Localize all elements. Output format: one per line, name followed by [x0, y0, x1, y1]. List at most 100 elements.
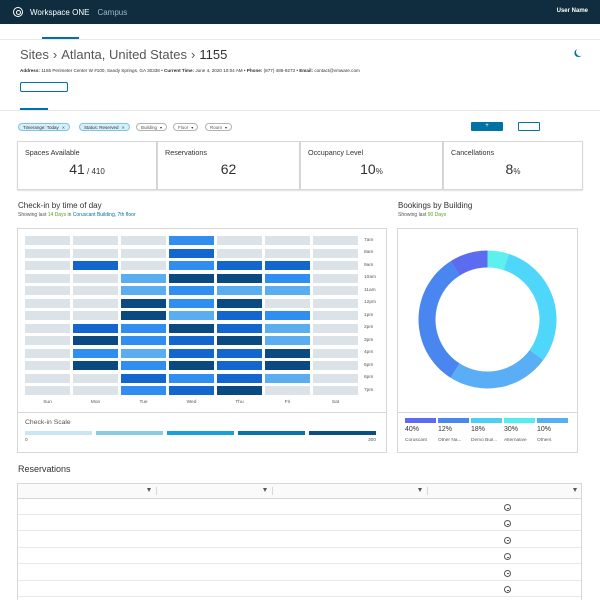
heatmap-cell[interactable] — [313, 373, 358, 383]
heatmap-cell[interactable] — [73, 361, 118, 370]
heatmap-cell[interactable] — [25, 386, 70, 395]
heatmap-cell[interactable] — [265, 348, 310, 358]
heatmap-cell[interactable] — [73, 286, 118, 295]
heatmap-cell[interactable] — [169, 336, 214, 345]
table-row[interactable] — [18, 582, 581, 597]
heatmap-cell[interactable] — [313, 286, 358, 295]
remove-filter-icon[interactable]: ✕ — [121, 124, 125, 130]
breadcrumb-location[interactable]: Atlanta, United States — [61, 47, 187, 62]
heatmap-cell[interactable] — [169, 311, 214, 320]
table-row[interactable] — [18, 533, 581, 548]
heatmap-cell[interactable] — [217, 373, 262, 383]
heatmap-cell[interactable] — [313, 273, 358, 283]
timerange-filter-chip[interactable]: Timerange: Today ✕ — [18, 123, 71, 131]
heatmap-cell[interactable] — [265, 261, 310, 270]
heatmap-cell[interactable] — [121, 361, 166, 370]
dark-mode-moon-icon[interactable] — [576, 48, 584, 56]
row-action-icon[interactable] — [504, 504, 511, 511]
room-select[interactable]: Room ▾ — [205, 123, 233, 131]
floor-select[interactable]: Floor ▾ — [173, 123, 199, 131]
heatmap-cell[interactable] — [217, 286, 262, 295]
heatmap-cell[interactable] — [73, 261, 118, 270]
heatmap-cell[interactable] — [25, 348, 70, 358]
heatmap-cell[interactable] — [73, 311, 118, 320]
heatmap-cell[interactable] — [73, 348, 118, 358]
breadcrumb-sites[interactable]: Sites — [20, 47, 49, 62]
donut-slice[interactable] — [450, 350, 544, 389]
heatmap-cell[interactable] — [25, 286, 70, 295]
heatmap-cell[interactable] — [313, 361, 358, 370]
heatmap-cell[interactable] — [25, 311, 70, 320]
heatmap-cell[interactable] — [73, 273, 118, 283]
column-filter-icon[interactable] — [263, 488, 267, 492]
heatmap-cell[interactable] — [169, 298, 214, 308]
heatmap-cell[interactable] — [73, 236, 118, 245]
row-action-icon[interactable] — [504, 520, 511, 528]
heatmap-cell[interactable] — [217, 311, 262, 320]
heatmap-cell[interactable] — [265, 298, 310, 308]
heatmap-cell[interactable] — [217, 236, 262, 245]
user-menu[interactable]: User Name — [556, 8, 588, 14]
heatmap-cell[interactable] — [25, 261, 70, 270]
row-action-icon[interactable] — [504, 536, 511, 544]
heatmap-cell[interactable] — [25, 298, 70, 308]
heatmap-cell[interactable] — [169, 386, 214, 395]
heatmap-cell[interactable] — [169, 361, 214, 370]
heatmap-cell[interactable] — [169, 248, 214, 258]
table-row[interactable] — [18, 566, 581, 581]
heatmap-cell[interactable] — [265, 273, 310, 283]
site-action-button[interactable] — [20, 82, 68, 92]
table-row[interactable] — [18, 500, 581, 515]
column-filter-icon[interactable] — [147, 488, 151, 492]
heatmap-cell[interactable] — [265, 386, 310, 395]
heatmap-cell[interactable] — [265, 323, 310, 333]
heatmap-cell[interactable] — [169, 261, 214, 270]
heatmap-cell[interactable] — [73, 248, 118, 258]
heatmap-cell[interactable] — [313, 298, 358, 308]
heatmap-cell[interactable] — [73, 298, 118, 308]
heatmap-cell[interactable] — [121, 248, 166, 258]
heatmap-cell[interactable] — [265, 361, 310, 370]
heatmap-cell[interactable] — [121, 273, 166, 283]
status-filter-chip[interactable]: Status: Reserved ✕ — [79, 123, 130, 131]
heatmap-cell[interactable] — [73, 373, 118, 383]
heatmap-cell[interactable] — [25, 236, 70, 245]
row-action-icon[interactable] — [504, 586, 511, 593]
heatmap-cell[interactable] — [25, 273, 70, 283]
heatmap-cell[interactable] — [169, 273, 214, 283]
heatmap-cell[interactable] — [217, 386, 262, 395]
heatmap-cell[interactable] — [217, 261, 262, 270]
heatmap-cell[interactable] — [121, 386, 166, 395]
heatmap-cell[interactable] — [265, 311, 310, 320]
heatmap-cell[interactable] — [121, 348, 166, 358]
heatmap-cell[interactable] — [217, 348, 262, 358]
heatmap-cell[interactable] — [169, 348, 214, 358]
heatmap-cell[interactable] — [25, 361, 70, 370]
heatmap-cell[interactable] — [169, 286, 214, 295]
donut-slice[interactable] — [487, 250, 509, 271]
heatmap-cell[interactable] — [73, 386, 118, 395]
heatmap-cell[interactable] — [121, 311, 166, 320]
column-filter-icon[interactable] — [573, 488, 577, 492]
heatmap-cell[interactable] — [217, 336, 262, 345]
column-separator[interactable] — [427, 487, 428, 495]
remove-filter-icon[interactable]: ✕ — [61, 124, 66, 130]
heatmap-cell[interactable] — [313, 261, 358, 270]
heatmap-cell[interactable] — [169, 236, 214, 245]
row-action-icon[interactable] — [504, 553, 511, 561]
heatmap-cell[interactable] — [313, 348, 358, 358]
heatmap-cell[interactable] — [121, 323, 166, 333]
heatmap-cell[interactable] — [25, 336, 70, 345]
heatmap-cell[interactable] — [217, 361, 262, 370]
building-select[interactable]: Building ▾ — [136, 123, 168, 131]
heatmap-cell[interactable] — [121, 261, 166, 270]
heatmap-cell[interactable] — [313, 336, 358, 345]
table-row[interactable] — [18, 549, 581, 565]
heatmap-cell[interactable] — [313, 386, 358, 395]
heatmap-cell[interactable] — [25, 323, 70, 333]
heatmap-cell[interactable] — [313, 248, 358, 258]
heatmap-cell[interactable] — [313, 323, 358, 333]
heatmap-cell[interactable] — [121, 373, 166, 383]
column-separator[interactable] — [272, 487, 273, 495]
heatmap-cell[interactable] — [169, 373, 214, 383]
